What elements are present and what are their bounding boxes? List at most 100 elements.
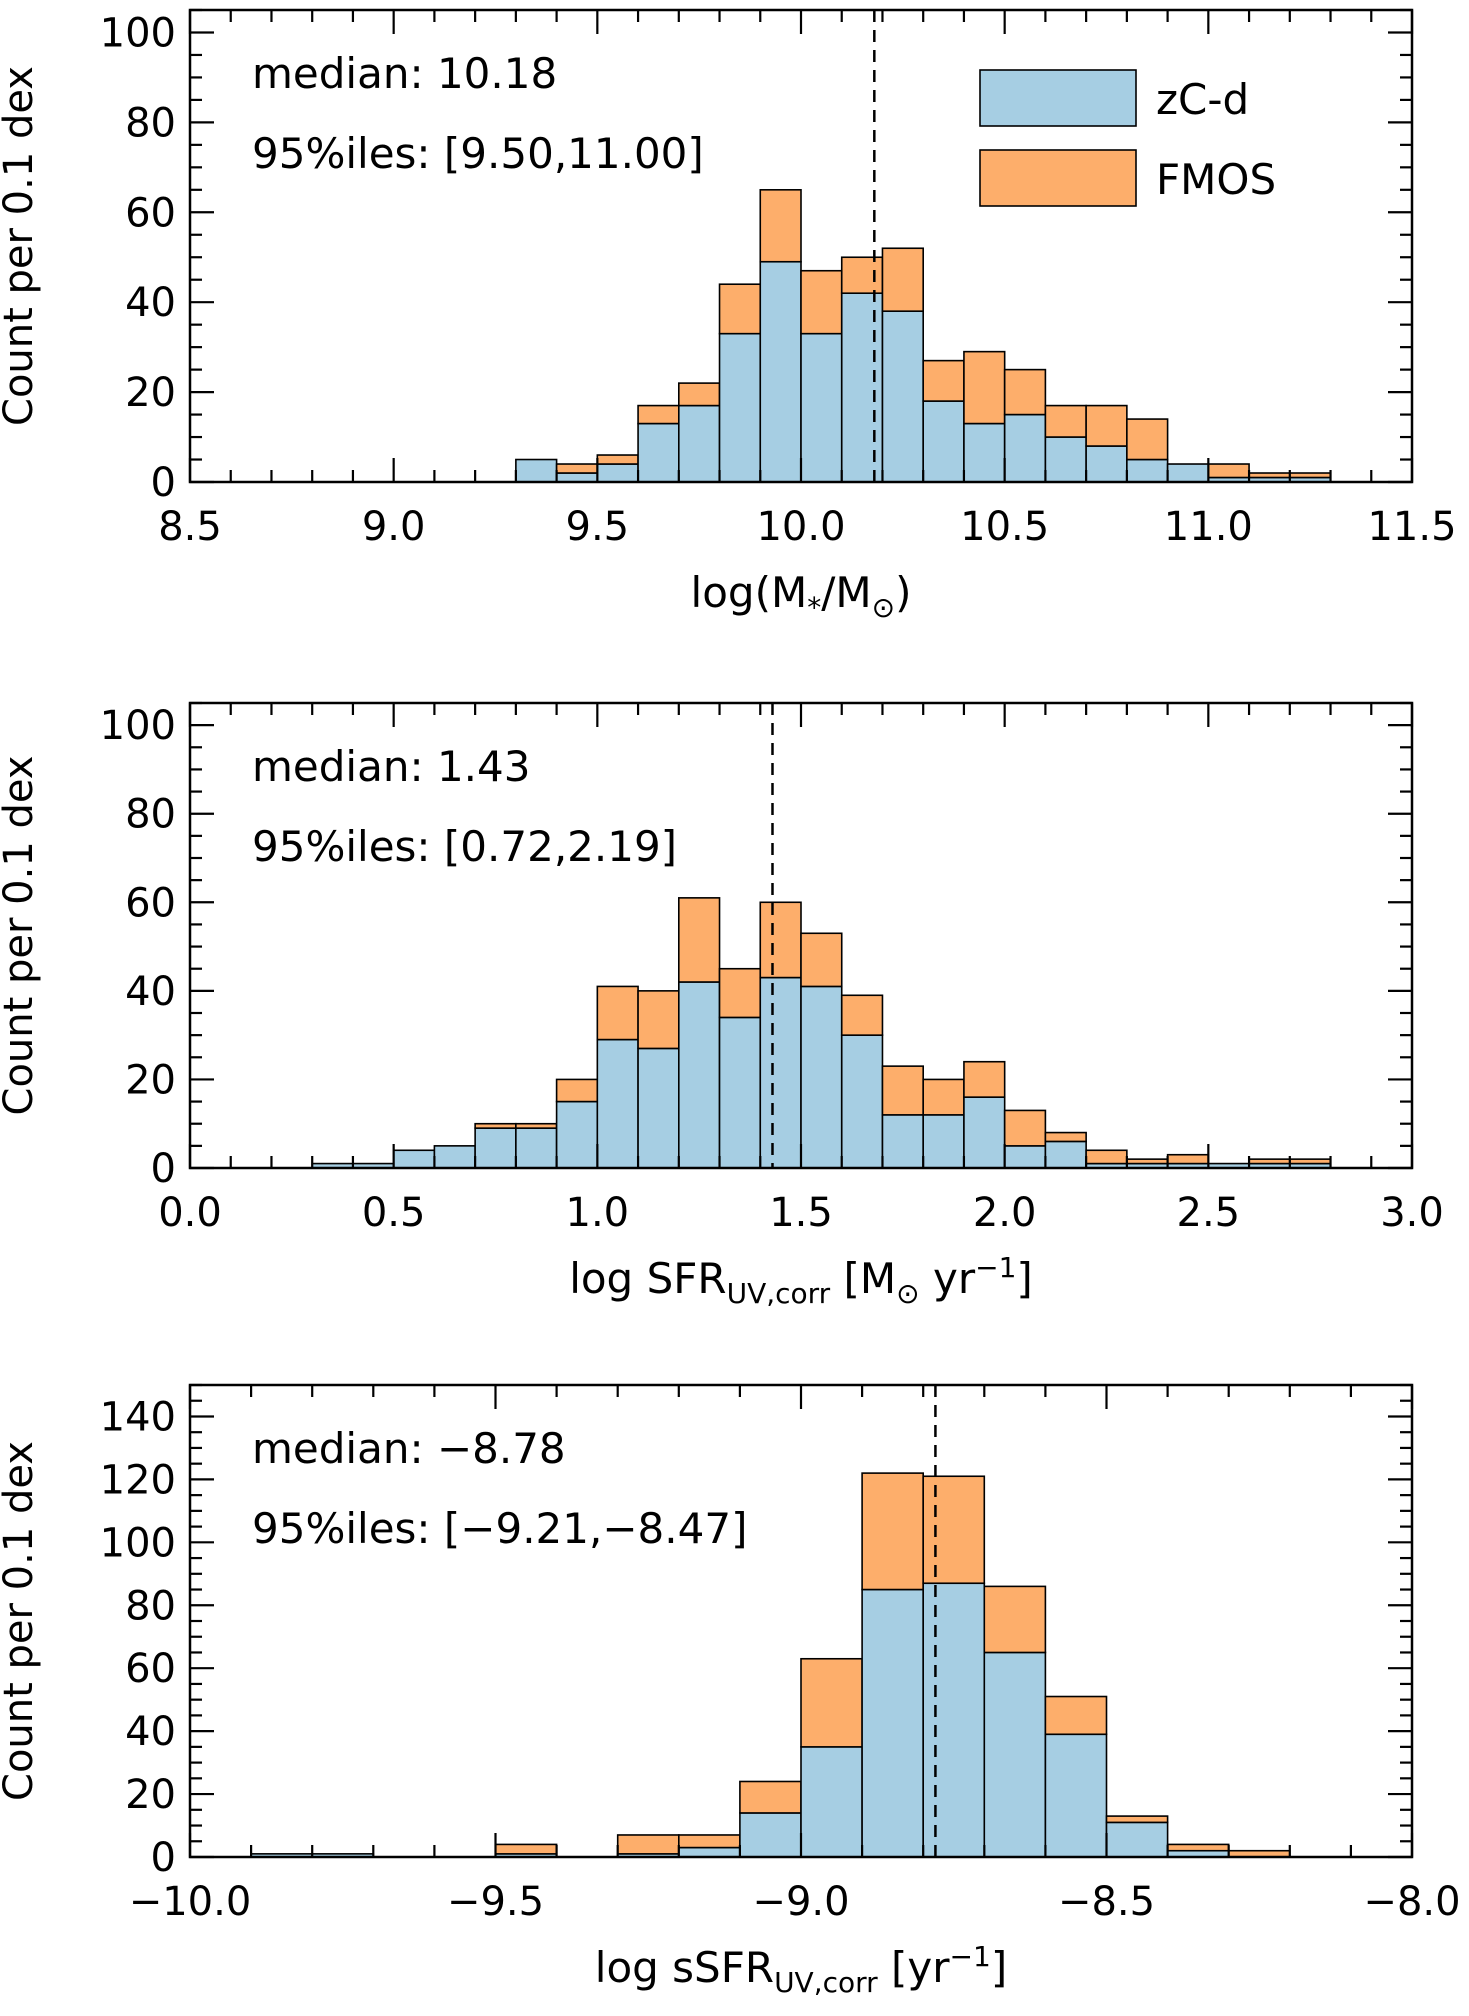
x-axis-title-end: [M — [830, 1254, 896, 1303]
y-tick-label: 60 — [125, 1646, 176, 1692]
x-tick-label: 9.0 — [362, 504, 426, 550]
x-axis-title-sub: * — [807, 591, 821, 624]
x-tick-label: 2.5 — [1177, 1190, 1241, 1236]
y-tick-label: 0 — [151, 1835, 176, 1881]
bar-fmos — [1105, 1815, 1169, 1824]
bar-fmos — [1248, 1158, 1291, 1165]
y-tick-label: 80 — [125, 792, 176, 838]
bar-fmos — [800, 269, 843, 335]
bar-fmos — [983, 1585, 1047, 1654]
percentile-annotation: 95%iles: [9.50,11.00] — [252, 129, 704, 178]
bar-fmos — [677, 382, 721, 407]
bar-zcd — [433, 1145, 476, 1169]
legend-label: zC-d — [1156, 75, 1249, 124]
bar-zcd — [1003, 1145, 1047, 1169]
bar-zcd — [840, 292, 884, 483]
y-axis-title: Count per 0.1 dex — [0, 756, 42, 1116]
x-axis-title-main: log sSFR — [595, 1943, 774, 1992]
bar-fmos — [759, 901, 802, 979]
bar-fmos — [800, 932, 843, 988]
legend-swatch — [979, 149, 1137, 207]
bar-zcd — [677, 1846, 741, 1858]
bar-fmos — [555, 463, 599, 474]
bar-zcd — [922, 1582, 986, 1858]
bar-zcd — [1003, 413, 1047, 483]
x-tick-label: 0.5 — [362, 1190, 426, 1236]
bar-fmos — [718, 967, 762, 1019]
y-axis-title: Count per 0.1 dex — [0, 66, 42, 426]
bar-fmos — [494, 1843, 558, 1855]
bar-zcd — [759, 976, 802, 1169]
x-tick-label: −8.0 — [1363, 1879, 1460, 1925]
y-tick-label: 40 — [125, 280, 176, 326]
x-axis-title-sub2: ⊙ — [896, 1277, 919, 1310]
y-tick-label: 40 — [125, 1709, 176, 1755]
y-tick-label: 100 — [100, 1520, 176, 1566]
bar-fmos — [474, 1122, 517, 1129]
bar-fmos — [1085, 404, 1128, 447]
x-tick-label: 0.0 — [158, 1190, 222, 1236]
bar-fmos — [1248, 472, 1291, 479]
bar-zcd — [718, 332, 762, 483]
bar-fmos — [963, 350, 1006, 425]
bar-zcd — [515, 458, 558, 483]
x-axis-title: log SFRUV,corr [M⊙ yr−1] — [569, 1251, 1033, 1310]
bar-zcd — [637, 422, 680, 483]
x-axis-title-sub2: ⊙ — [872, 591, 895, 624]
x-axis-title-end: ) — [895, 568, 911, 617]
bar-fmos — [1085, 1149, 1128, 1165]
bar-zcd — [963, 1096, 1006, 1169]
bar-fmos — [515, 1122, 558, 1129]
y-tick-label: 20 — [125, 1772, 176, 1818]
x-tick-label: 11.0 — [1164, 504, 1253, 550]
bar-zcd — [677, 404, 721, 483]
x-axis-title-sub: UV,corr — [727, 1277, 831, 1310]
bar-zcd — [983, 1651, 1047, 1858]
x-tick-label: −9.5 — [447, 1879, 544, 1925]
bar-zcd — [840, 1034, 884, 1169]
y-axis-title: Count per 0.1 dex — [0, 1441, 42, 1801]
y-tick-label: 140 — [100, 1394, 176, 1440]
bar-zcd — [1044, 436, 1087, 483]
x-axis-title: log(M*/M⊙) — [691, 568, 912, 624]
bar-fmos — [637, 404, 680, 425]
bar-zcd — [637, 1047, 680, 1169]
bar-zcd — [515, 1127, 558, 1169]
x-axis-title-end: [yr — [878, 1943, 951, 1992]
bar-zcd — [596, 463, 639, 483]
bar-fmos — [840, 994, 884, 1036]
bar-zcd — [800, 1746, 863, 1858]
bar-fmos — [1289, 1158, 1332, 1165]
bar-fmos — [1003, 368, 1047, 416]
x-tick-label: 9.5 — [566, 504, 630, 550]
bar-fmos — [1166, 1843, 1230, 1852]
bar-zcd — [596, 1038, 639, 1169]
bar-fmos — [1044, 404, 1087, 438]
bar-fmos — [1166, 1153, 1210, 1165]
y-tick-label: 40 — [125, 969, 176, 1015]
panel-sfr: 0.0 0.5 1.0 1.5 2.0 2.5 3.0 0 20 40 60 80 100 Count p… — [0, 701, 1444, 1310]
y-tick-label: 80 — [125, 1583, 176, 1629]
x-tick-label: −10.0 — [129, 1879, 252, 1925]
x-tick-label: 3.0 — [1380, 1190, 1444, 1236]
x-tick-label: 10.5 — [960, 504, 1049, 550]
legend-label: FMOS — [1156, 155, 1276, 204]
x-tick-label: 11.5 — [1367, 504, 1456, 550]
bar-fmos — [616, 1834, 680, 1855]
x-axis-title-close: ] — [991, 1943, 1007, 1992]
legend-swatch — [979, 69, 1137, 127]
panel-ssfr: −10.0 −9.5 −9.0 −8.5 −8.0 0 20 40 60 80 100 120 140 C… — [0, 1383, 1461, 1999]
bar-zcd — [861, 1588, 924, 1858]
bar-fmos — [1044, 1695, 1108, 1736]
bar-zcd — [1044, 1140, 1087, 1169]
bar-fmos — [1289, 472, 1332, 479]
bar-zcd — [1085, 445, 1128, 483]
x-axis-title-sup: −1 — [975, 1251, 1016, 1284]
bar-fmos — [677, 1834, 741, 1849]
x-tick-label: 1.5 — [769, 1190, 833, 1236]
y-tick-label: 100 — [100, 10, 176, 56]
bar-zcd — [922, 400, 965, 483]
bar-zcd — [555, 472, 599, 483]
bar-zcd — [800, 332, 843, 483]
bar-fmos — [1044, 1131, 1087, 1143]
